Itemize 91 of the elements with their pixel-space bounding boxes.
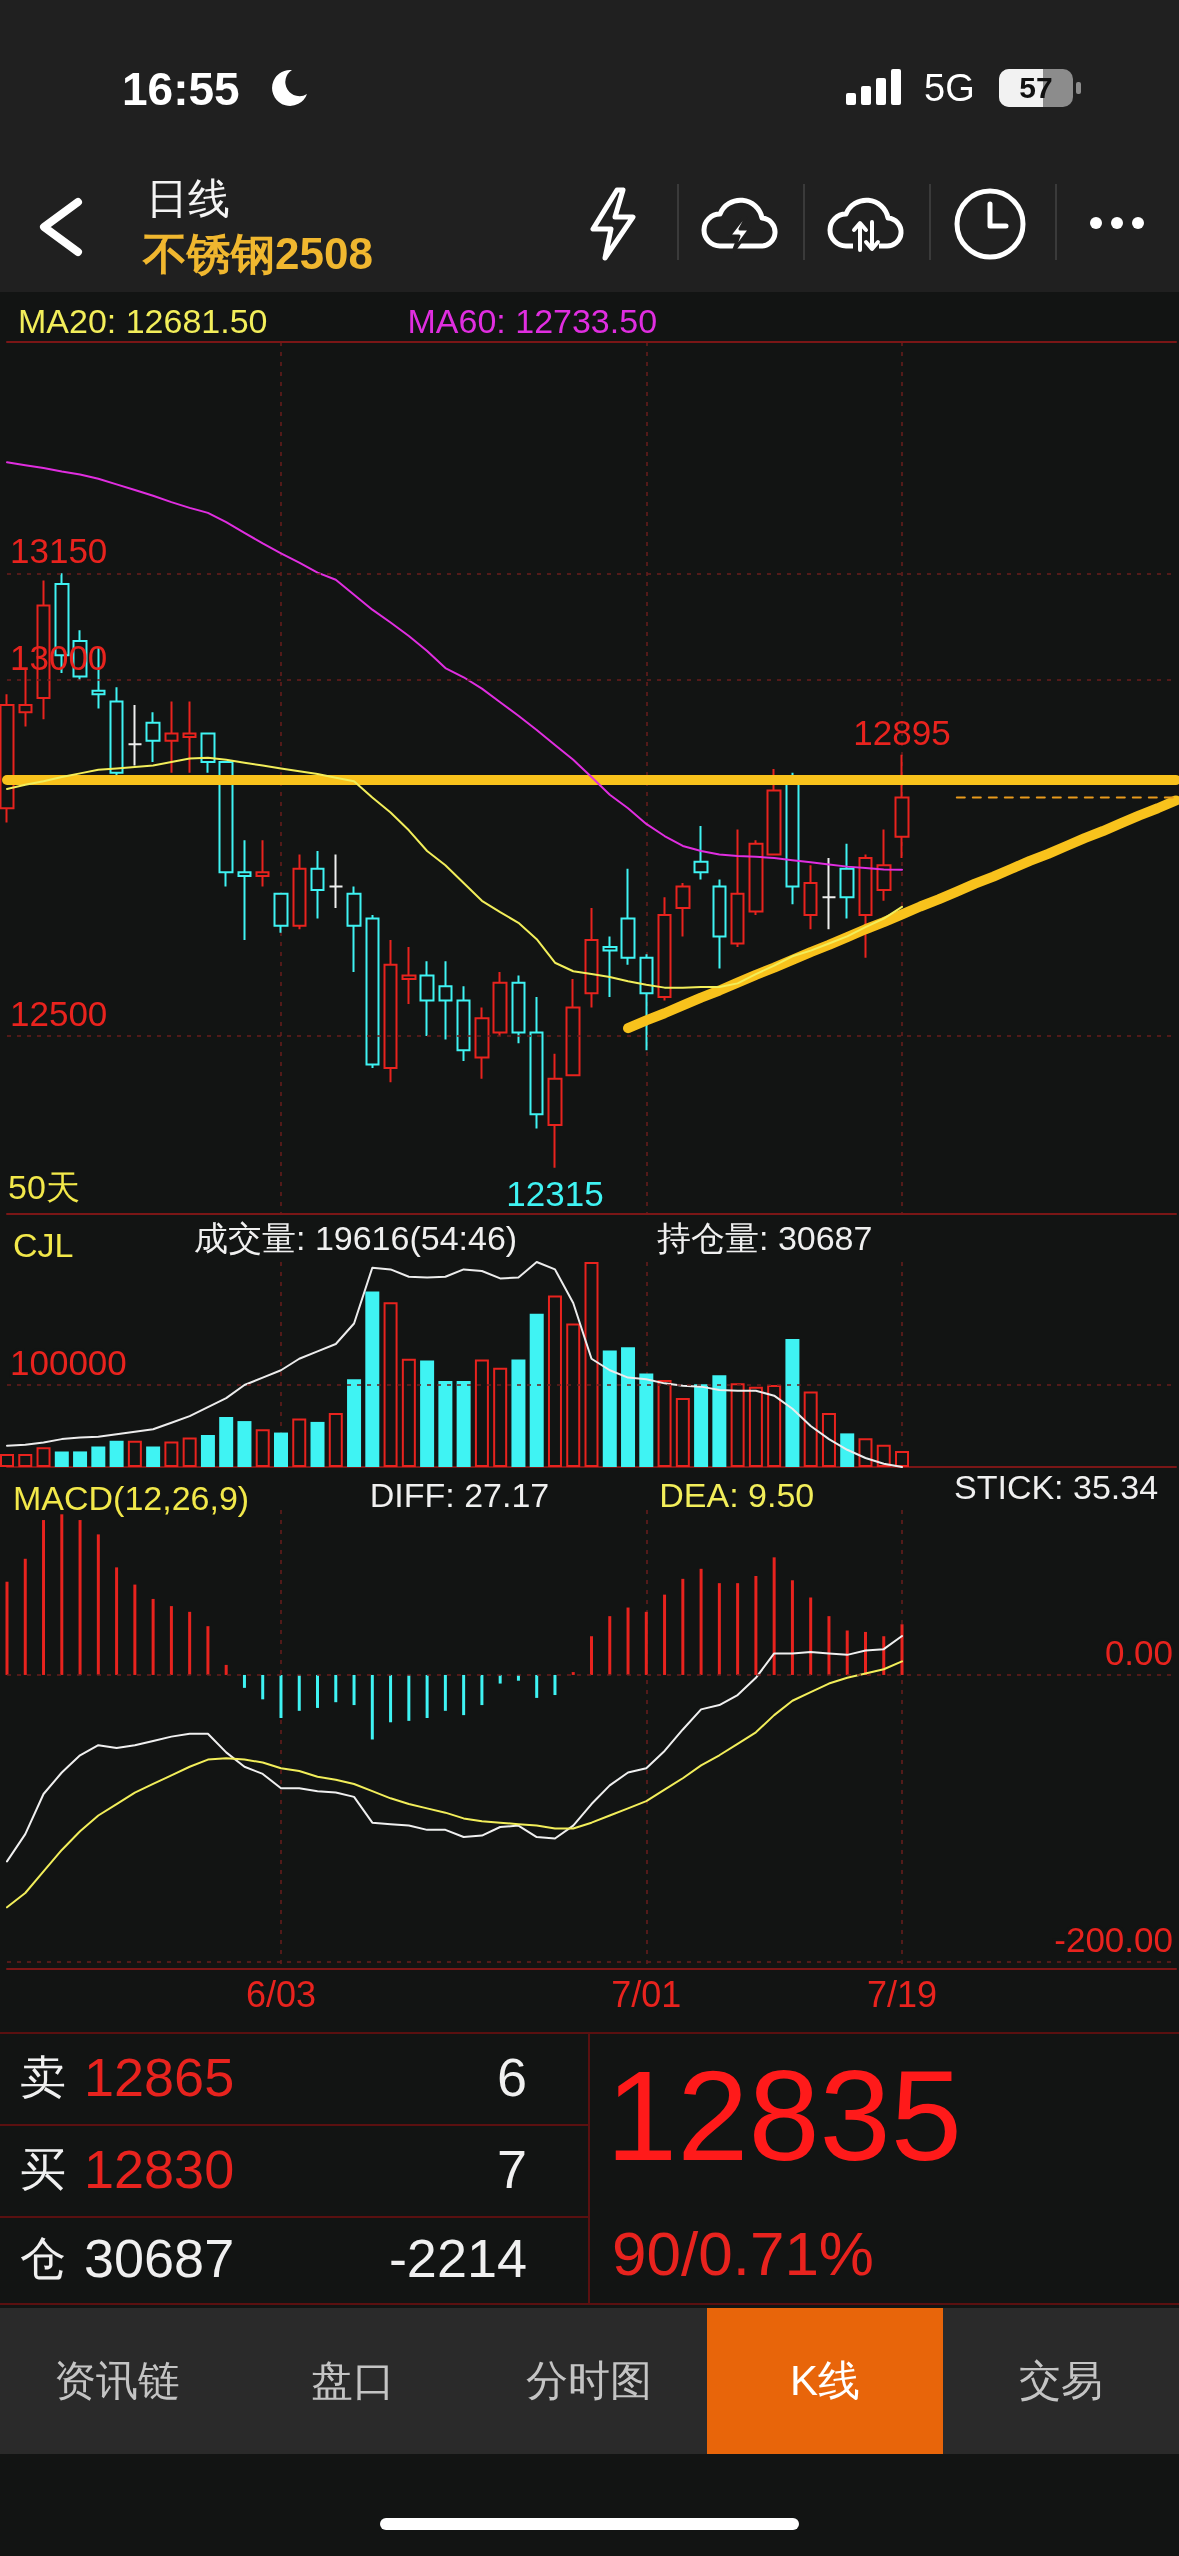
text: 12835	[606, 2043, 962, 2190]
bar	[255, 1429, 270, 1467]
text: 5G	[924, 67, 975, 111]
bar	[858, 1438, 873, 1467]
bar	[895, 1450, 910, 1467]
bar	[401, 1358, 416, 1467]
text: MA20: 12681.50	[18, 302, 268, 340]
y-tick-label: 12500	[10, 994, 108, 1034]
text: 6	[496, 2045, 527, 2109]
text: 7	[496, 2137, 527, 2201]
text: 交易	[1019, 2356, 1103, 2406]
bar	[566, 1323, 581, 1467]
bar	[109, 1440, 124, 1467]
bar	[785, 1339, 800, 1467]
bar	[474, 1359, 489, 1467]
text: 资讯链	[54, 2356, 180, 2406]
y-tick-label: 0.00	[1104, 1632, 1173, 1672]
chart-title: CJL	[13, 1226, 74, 1264]
text: 成交量: 19616(54:46)	[194, 1219, 518, 1257]
bar	[840, 1433, 855, 1467]
text: 16:55	[122, 62, 240, 116]
x-tick-label: 7/19	[866, 1973, 938, 2015]
text: 盘口	[311, 2356, 395, 2406]
y-tick-label: 13150	[10, 531, 108, 571]
text: STICK: 35.34	[954, 1468, 1159, 1506]
bar	[200, 1435, 215, 1467]
bar	[237, 1421, 252, 1467]
bar	[383, 1302, 398, 1467]
bar	[712, 1375, 727, 1467]
bar	[730, 1383, 745, 1467]
text: 卖	[20, 2050, 66, 2104]
bar	[602, 1350, 617, 1467]
text: 分时图	[526, 2356, 652, 2406]
text: 买	[20, 2142, 66, 2196]
chart-title: MACD(12,26,9)	[13, 1479, 250, 1517]
bar	[694, 1384, 709, 1467]
bar	[456, 1380, 471, 1467]
bar	[493, 1367, 508, 1467]
bar	[547, 1295, 562, 1467]
bar	[511, 1359, 526, 1467]
bar	[803, 1391, 818, 1467]
text: DIFF: 27.17	[369, 1476, 550, 1514]
bar	[365, 1291, 380, 1467]
bar	[164, 1441, 179, 1467]
text: DEA: 9.50	[659, 1476, 815, 1514]
text: 不锈钢2508	[143, 228, 373, 280]
bar	[219, 1416, 234, 1467]
text: 57	[1019, 70, 1053, 106]
bar	[0, 1453, 14, 1467]
bar	[876, 1444, 891, 1467]
bar	[127, 1440, 142, 1467]
annotation: 50天	[8, 1168, 80, 1206]
bar	[328, 1412, 343, 1467]
bar	[529, 1313, 544, 1467]
x-tick-label: 7/01	[611, 1973, 682, 2015]
bar	[657, 1380, 672, 1467]
bar	[273, 1432, 288, 1467]
annotation: 12895	[853, 713, 951, 753]
bar	[584, 1262, 599, 1467]
bar	[748, 1386, 763, 1467]
x-tick-label: 6/03	[245, 1973, 317, 2015]
bar	[146, 1446, 161, 1467]
text: 12865	[84, 2045, 235, 2109]
bar	[675, 1398, 690, 1467]
bar	[292, 1418, 307, 1467]
bar	[438, 1380, 453, 1467]
bar	[621, 1347, 636, 1467]
text: 90/0.71%	[612, 2218, 874, 2290]
text: 30687	[84, 2226, 235, 2290]
bar	[347, 1379, 362, 1467]
y-tick-label: 100000	[10, 1343, 127, 1382]
bar	[767, 1385, 782, 1467]
bar	[182, 1437, 197, 1467]
text: 持仓量: 30687	[657, 1219, 873, 1257]
bar	[18, 1453, 33, 1467]
text: 12830	[84, 2137, 235, 2201]
text: 仓	[20, 2231, 66, 2285]
bar	[73, 1451, 88, 1467]
bar	[639, 1373, 654, 1467]
text: 日线	[146, 174, 230, 224]
bar	[821, 1412, 836, 1467]
bar	[54, 1451, 69, 1467]
text: -2214	[388, 2226, 527, 2290]
y-tick-label: -200.00	[1054, 1919, 1173, 1959]
annotation: 12315	[506, 1174, 604, 1214]
bar	[36, 1447, 51, 1467]
bar	[420, 1360, 435, 1467]
text: MA60: 12733.50	[407, 302, 658, 340]
bar	[91, 1446, 106, 1467]
text: K线	[789, 2356, 861, 2406]
bar	[310, 1421, 325, 1467]
